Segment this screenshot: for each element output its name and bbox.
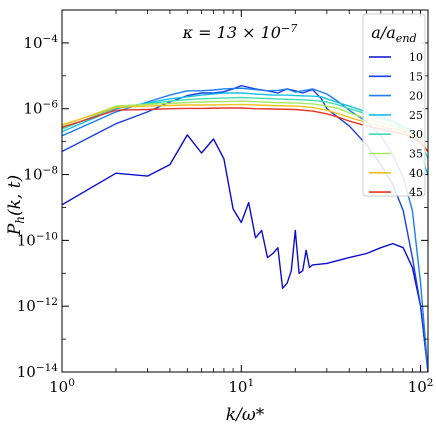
y-tick-label: 10−12 xyxy=(17,296,58,315)
series-line-10 xyxy=(62,134,428,372)
legend-label-15: 15 xyxy=(409,70,423,83)
legend-label-40: 40 xyxy=(409,167,423,180)
legend-label-10: 10 xyxy=(409,51,423,64)
y-tick-label: 10−6 xyxy=(23,99,58,118)
legend-label-35: 35 xyxy=(409,148,423,161)
kappa-annotation: κ = 13 × 10−7 xyxy=(182,22,299,42)
y-axis-label: Ph(k, t) xyxy=(5,175,27,236)
axis-ticks xyxy=(61,9,428,373)
x-tick-label: 101 xyxy=(228,377,254,396)
x-axis-label: k/ω* xyxy=(226,405,265,425)
legend-label-25: 25 xyxy=(409,109,423,122)
x-tick-label: 102 xyxy=(408,377,434,396)
legend-label-30: 30 xyxy=(409,128,423,141)
y-tick-label: 10−4 xyxy=(23,33,58,52)
legend-box xyxy=(362,13,426,197)
legend-items: 10 15 20 25 30 35 40 45 xyxy=(369,51,423,199)
plot-frame xyxy=(61,9,429,373)
x-tick-label: 100 xyxy=(49,377,75,396)
series-lines xyxy=(62,84,428,372)
legend-label-20: 20 xyxy=(409,90,423,103)
legend-label-45: 45 xyxy=(409,186,423,199)
y-tick-label: 10−8 xyxy=(23,165,58,184)
